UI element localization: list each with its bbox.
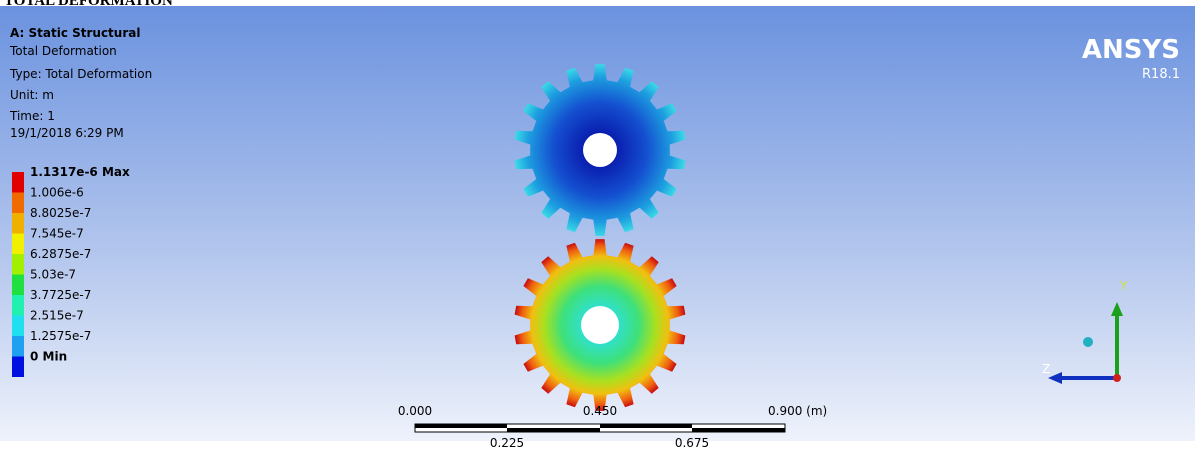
gear-hole — [583, 133, 617, 167]
legend-swatch — [12, 336, 24, 357]
legend-swatch — [12, 254, 24, 275]
legend-label: 5.03e-7 — [30, 268, 76, 282]
logo-version: R18.1 — [1142, 67, 1180, 82]
legend-swatch — [12, 234, 24, 255]
info-title: A: Static Structural — [10, 26, 140, 40]
legend-label: 3.7725e-7 — [30, 288, 91, 302]
legend-label: 8.8025e-7 — [30, 206, 91, 220]
scale-bar — [415, 424, 785, 432]
legend-label: 2.515e-7 — [30, 309, 84, 323]
legend-label: 0 Min — [30, 350, 67, 364]
legend-swatch — [12, 295, 24, 316]
header-caption: TOTAL DEFORMATION — [4, 0, 173, 9]
legend-label: 1.006e-6 — [30, 186, 84, 200]
legend-label: 6.2875e-7 — [30, 247, 91, 261]
legend-label: 1.1317e-6 Max — [30, 165, 130, 179]
scale-label: 0.900 (m) — [768, 404, 827, 418]
legend-swatch — [12, 316, 24, 337]
legend-swatch — [12, 213, 24, 234]
legend-label: 1.2575e-7 — [30, 329, 91, 343]
scale-label: 0.000 — [398, 404, 432, 418]
legend-swatch — [12, 357, 24, 378]
legend-swatch — [12, 172, 24, 193]
info-line: Total Deformation — [9, 44, 117, 58]
legend-swatch — [12, 275, 24, 296]
info-line: Type: Total Deformation — [9, 67, 152, 81]
triad-label: Y — [1119, 279, 1128, 293]
legend-label: 7.545e-7 — [30, 227, 84, 241]
scale-label: 0.675 — [675, 436, 709, 450]
page: TOTAL DEFORMATION A: Static Structural T… — [0, 0, 1195, 464]
scale-label: 0.450 — [583, 404, 617, 418]
viewport: TOTAL DEFORMATION A: Static Structural T… — [0, 0, 1195, 464]
gear-hole — [581, 306, 619, 344]
scale-label: 0.225 — [490, 436, 524, 450]
legend-swatch — [12, 193, 24, 214]
triad-label: Z — [1042, 362, 1050, 376]
info-line: 19/1/2018 6:29 PM — [10, 126, 124, 140]
info-line: Time: 1 — [9, 109, 55, 123]
info-line: Unit: m — [10, 88, 54, 102]
logo: ANSYS — [1082, 35, 1180, 65]
